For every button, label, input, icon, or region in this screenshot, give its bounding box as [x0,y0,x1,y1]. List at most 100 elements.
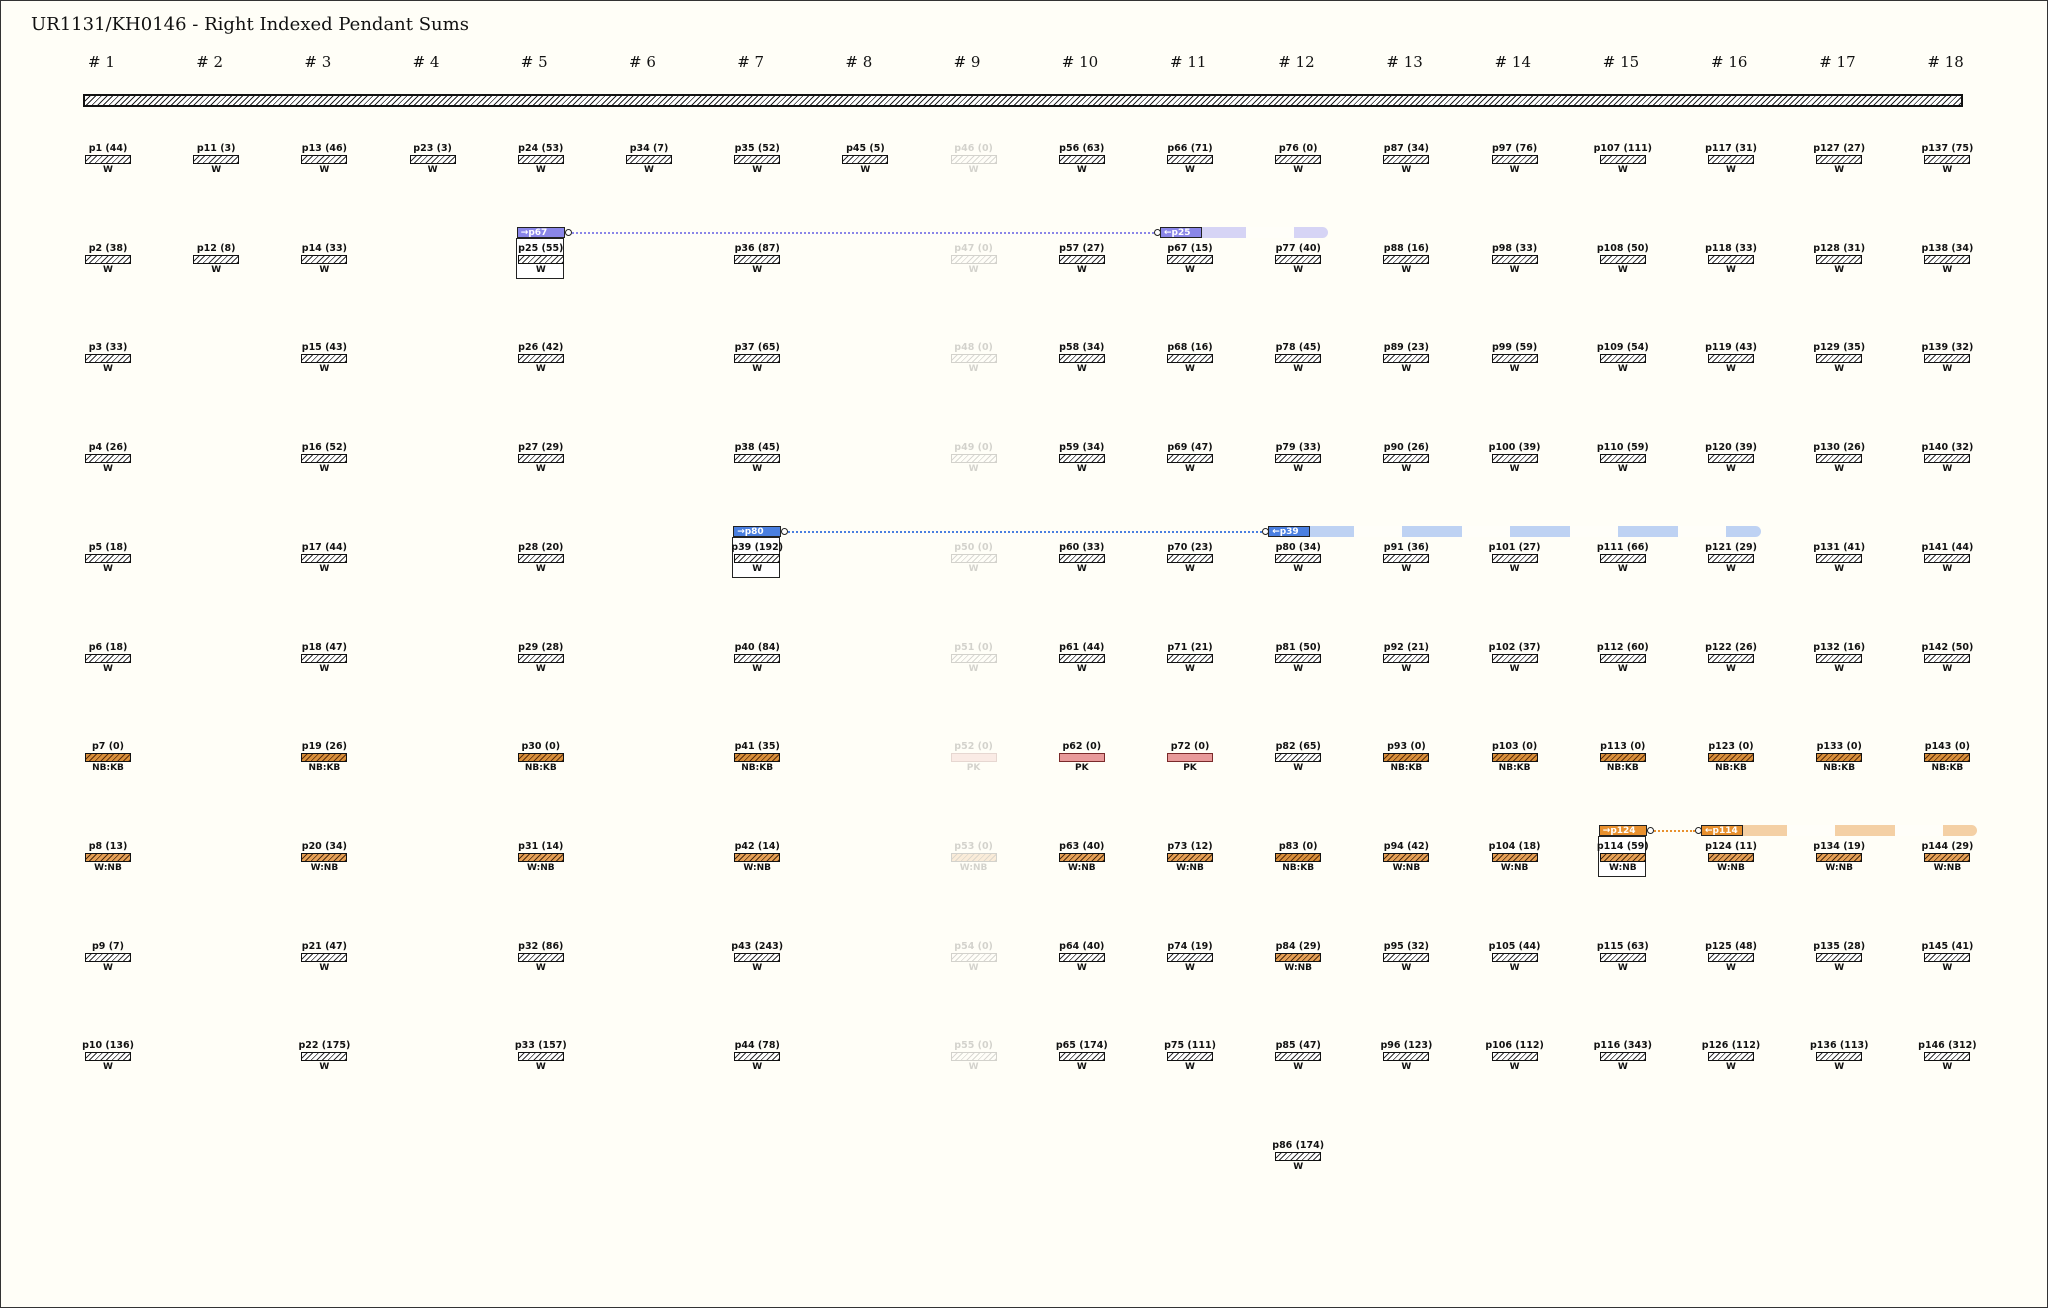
pendant[interactable]: p4 (26) W [84,442,132,482]
pendant[interactable]: p126 (112) W [1702,1040,1760,1080]
pendant[interactable]: p113 (0) NB:KB [1599,741,1647,781]
pendant[interactable]: p102 (37) W [1489,642,1541,682]
pendant[interactable]: p73 (12) W:NB [1166,841,1214,881]
pendant[interactable]: p87 (34) W [1382,143,1430,183]
pendant[interactable]: p111 (66) W [1597,542,1649,582]
pendant[interactable]: p59 (34) W [1058,442,1106,482]
pendant[interactable]: p45 (5) W [841,143,889,183]
pendant[interactable]: p90 (26) W [1382,442,1430,482]
pendant[interactable]: p6 (18) W [84,642,132,682]
pendant[interactable]: p129 (35) W [1813,342,1865,382]
pendant[interactable]: p119 (43) W [1705,342,1757,382]
pendant[interactable]: p138 (34) W [1921,243,1973,283]
pendant[interactable]: p24 (53) W [517,143,565,183]
pendant[interactable]: p89 (23) W [1382,342,1430,382]
pendant[interactable]: p35 (52) W [733,143,781,183]
pendant[interactable]: p27 (29) W [517,442,565,482]
pendant[interactable]: p68 (16) W [1166,342,1214,382]
pendant[interactable]: p46 (0) W [950,143,998,183]
pendant[interactable]: p7 (0) NB:KB [84,741,132,781]
pendant[interactable]: p108 (50) W [1597,243,1649,283]
pendant[interactable]: p94 (42) W:NB [1382,841,1430,881]
pendant[interactable]: p51 (0) W [950,642,998,682]
pendant[interactable]: p75 (111) W [1164,1040,1216,1080]
link-to-tag[interactable]: ←p114 [1701,824,1743,836]
pendant[interactable]: p3 (33) W [84,342,132,382]
pendant[interactable]: p48 (0) W [950,342,998,382]
pendant[interactable]: p98 (33) W [1491,243,1539,283]
pendant[interactable]: p122 (26) W [1705,642,1757,682]
pendant[interactable]: p114 (59) W:NB [1597,841,1649,881]
pendant[interactable]: p47 (0) W [950,243,998,283]
pendant[interactable]: p19 (26) NB:KB [300,741,348,781]
pendant[interactable]: p100 (39) W [1489,442,1541,482]
pendant[interactable]: p53 (0) W:NB [950,841,998,881]
pendant[interactable]: p31 (14) W:NB [517,841,565,881]
pendant[interactable]: p99 (59) W [1491,342,1539,382]
pendant[interactable]: p106 (112) W [1485,1040,1543,1080]
pendant[interactable]: p25 (55) W [517,243,565,283]
pendant[interactable]: p76 (0) W [1274,143,1322,183]
pendant[interactable]: p97 (76) W [1491,143,1539,183]
pendant[interactable]: p61 (44) W [1058,642,1106,682]
pendant[interactable]: p143 (0) NB:KB [1923,741,1971,781]
pendant[interactable]: p40 (84) W [733,642,781,682]
pendant[interactable]: p17 (44) W [300,542,348,582]
pendant[interactable]: p39 (192) W [731,542,783,582]
pendant[interactable]: p128 (31) W [1813,243,1865,283]
pendant[interactable]: p107 (111) W [1594,143,1652,183]
pendant[interactable]: p32 (86) W [517,941,565,981]
pendant[interactable]: p136 (113) W [1810,1040,1868,1080]
pendant[interactable]: p21 (47) W [300,941,348,981]
pendant[interactable]: p103 (0) NB:KB [1491,741,1539,781]
pendant[interactable]: p52 (0) PK [950,741,998,781]
pendant[interactable]: p78 (45) W [1274,342,1322,382]
pendant[interactable]: p8 (13) W:NB [84,841,132,881]
pendant[interactable]: p142 (50) W [1921,642,1973,682]
pendant[interactable]: p80 (34) W [1274,542,1322,582]
link-from-tag[interactable]: →p124 [1598,824,1647,836]
pendant[interactable]: p124 (11) W:NB [1705,841,1757,881]
pendant[interactable]: p93 (0) NB:KB [1382,741,1430,781]
pendant[interactable]: p30 (0) NB:KB [517,741,565,781]
pendant[interactable]: p144 (29) W:NB [1921,841,1973,881]
pendant[interactable]: p66 (71) W [1166,143,1214,183]
pendant[interactable]: p72 (0) PK [1166,741,1214,781]
pendant[interactable]: p117 (31) W [1705,143,1757,183]
pendant[interactable]: p41 (35) NB:KB [733,741,781,781]
pendant[interactable]: p63 (40) W:NB [1058,841,1106,881]
pendant[interactable]: p38 (45) W [733,442,781,482]
pendant[interactable]: p69 (47) W [1166,442,1214,482]
pendant[interactable]: p132 (16) W [1813,642,1865,682]
link-to-tag[interactable]: ←p25 [1160,226,1202,238]
pendant[interactable]: p18 (47) W [300,642,348,682]
pendant[interactable]: p11 (3) W [192,143,240,183]
pendant[interactable]: p20 (34) W:NB [300,841,348,881]
pendant[interactable]: p79 (33) W [1274,442,1322,482]
pendant[interactable]: p137 (75) W [1921,143,1973,183]
pendant[interactable]: p1 (44) W [84,143,132,183]
pendant[interactable]: p95 (32) W [1382,941,1430,981]
pendant[interactable]: p49 (0) W [950,442,998,482]
pendant[interactable]: p109 (54) W [1597,342,1649,382]
pendant[interactable]: p92 (21) W [1382,642,1430,682]
pendant[interactable]: p145 (41) W [1921,941,1973,981]
pendant[interactable]: p29 (28) W [517,642,565,682]
pendant[interactable]: p86 (174) W [1272,1140,1324,1180]
pendant[interactable]: p54 (0) W [950,941,998,981]
pendant[interactable]: p104 (18) W:NB [1489,841,1541,881]
pendant[interactable]: p133 (0) NB:KB [1815,741,1863,781]
pendant[interactable]: p131 (41) W [1813,542,1865,582]
link-from-tag[interactable]: →p80 [733,525,782,537]
pendant[interactable]: p55 (0) W [950,1040,998,1080]
pendant[interactable]: p125 (48) W [1705,941,1757,981]
pendant[interactable]: p60 (33) W [1058,542,1106,582]
pendant[interactable]: p70 (23) W [1166,542,1214,582]
pendant[interactable]: p85 (47) W [1274,1040,1322,1080]
pendant[interactable]: p139 (32) W [1921,342,1973,382]
pendant[interactable]: p12 (8) W [192,243,240,283]
pendant[interactable]: p26 (42) W [517,342,565,382]
pendant[interactable]: p67 (15) W [1166,243,1214,283]
pendant[interactable]: p123 (0) NB:KB [1707,741,1755,781]
pendant[interactable]: p71 (21) W [1166,642,1214,682]
